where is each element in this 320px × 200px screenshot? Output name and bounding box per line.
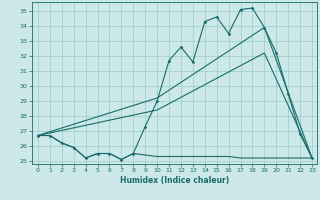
- X-axis label: Humidex (Indice chaleur): Humidex (Indice chaleur): [120, 176, 229, 185]
